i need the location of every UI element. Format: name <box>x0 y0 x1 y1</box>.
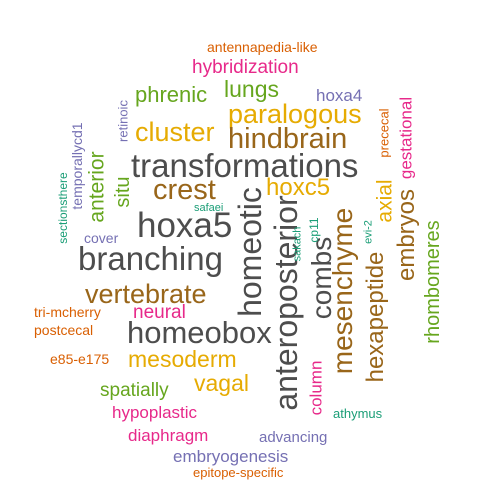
word: antennapedia-like <box>207 39 318 55</box>
word: prececal <box>376 108 392 158</box>
word: lungs <box>224 76 279 102</box>
word: column <box>306 360 326 416</box>
word: homeobox <box>127 315 272 350</box>
word: rhombomeres <box>422 220 444 344</box>
word: transformations <box>131 147 359 184</box>
word: neural <box>133 302 186 323</box>
word: situ <box>112 176 134 208</box>
word: cluster <box>135 117 215 147</box>
word: homeotic <box>232 187 268 317</box>
word: phrenic <box>135 82 208 107</box>
word: paralogous <box>228 99 362 129</box>
word: embryos <box>393 188 420 282</box>
word: crest <box>153 174 216 206</box>
word: anterior <box>85 151 109 223</box>
word: evi-2 <box>362 220 375 244</box>
word: sakach <box>291 226 304 262</box>
word: hoxc5 <box>266 174 331 201</box>
word: hoxa4 <box>316 86 363 105</box>
word: safaei <box>194 202 224 214</box>
word: embryogenesis <box>173 447 289 466</box>
word: cover <box>84 230 119 246</box>
word: hexapeptide <box>362 251 389 383</box>
word: postcecal <box>34 322 94 338</box>
word: e85-e175 <box>50 351 110 367</box>
word: hybridization <box>192 57 299 78</box>
word: vagal <box>194 370 249 396</box>
word: tri-mcherry <box>34 304 101 320</box>
word: sectionsthere <box>56 172 70 244</box>
word: mesenchyme <box>327 207 358 375</box>
word: diaphragm <box>128 426 209 445</box>
word: cp11 <box>307 217 321 243</box>
word: branching <box>78 240 223 277</box>
word: spatially <box>100 380 169 401</box>
word: mesoderm <box>128 346 237 372</box>
word: vertebrate <box>85 279 207 309</box>
word: gestational <box>396 96 416 180</box>
word: retinoic <box>115 100 131 142</box>
word: hypoplastic <box>112 403 198 422</box>
word: hoxa5 <box>137 206 233 245</box>
word: athymus <box>333 406 383 421</box>
word: temporallycd1 <box>69 122 85 210</box>
word: epitope-specific <box>193 465 284 480</box>
word: hindbrain <box>228 123 348 155</box>
word: advancing <box>259 429 328 446</box>
